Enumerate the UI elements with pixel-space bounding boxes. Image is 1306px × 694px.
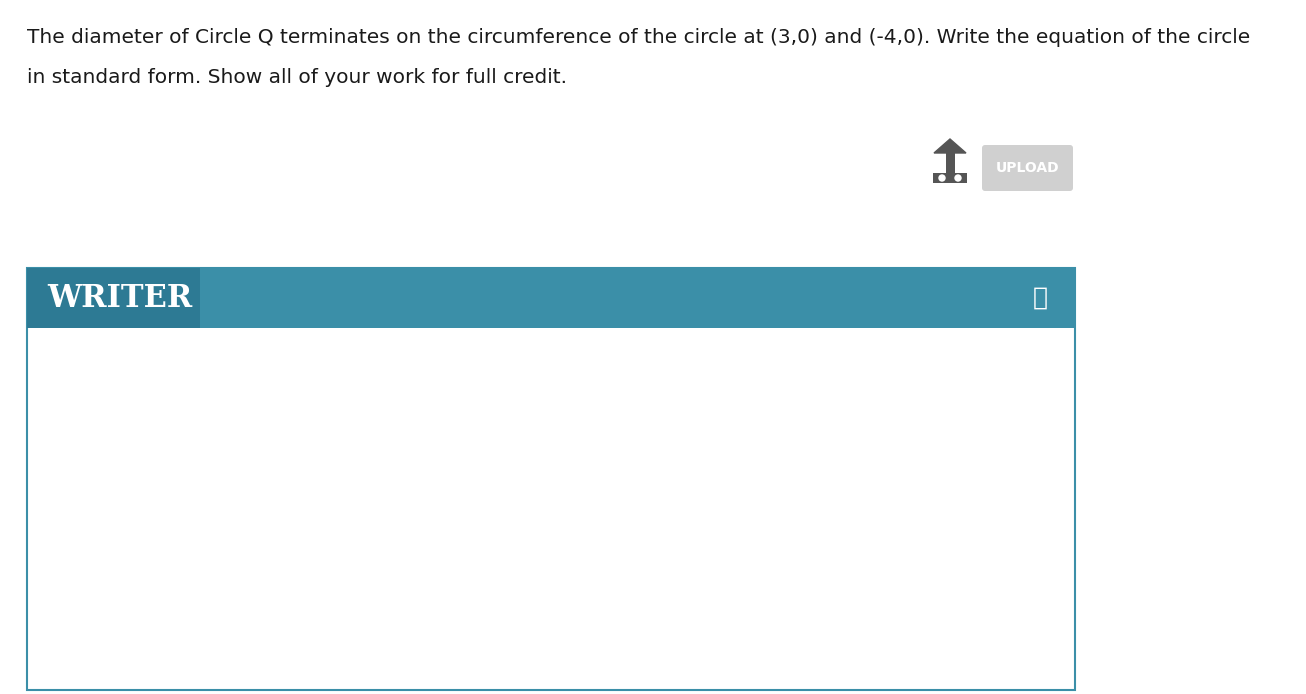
- Circle shape: [955, 175, 961, 181]
- Bar: [27, 268, 200, 328]
- Circle shape: [939, 175, 946, 181]
- Text: WRITER: WRITER: [47, 282, 192, 314]
- Bar: [932, 173, 966, 183]
- Text: 🔄: 🔄: [1033, 286, 1047, 310]
- Bar: [27, 268, 1075, 690]
- Bar: [27, 268, 1075, 328]
- Text: The diameter of Circle Q terminates on the circumference of the circle at (3,0) : The diameter of Circle Q terminates on t…: [27, 28, 1250, 47]
- FancyBboxPatch shape: [982, 145, 1074, 191]
- Text: UPLOAD: UPLOAD: [995, 161, 1059, 175]
- Polygon shape: [934, 139, 966, 153]
- Text: in standard form. Show all of your work for full credit.: in standard form. Show all of your work …: [27, 68, 567, 87]
- Bar: [946, 153, 955, 173]
